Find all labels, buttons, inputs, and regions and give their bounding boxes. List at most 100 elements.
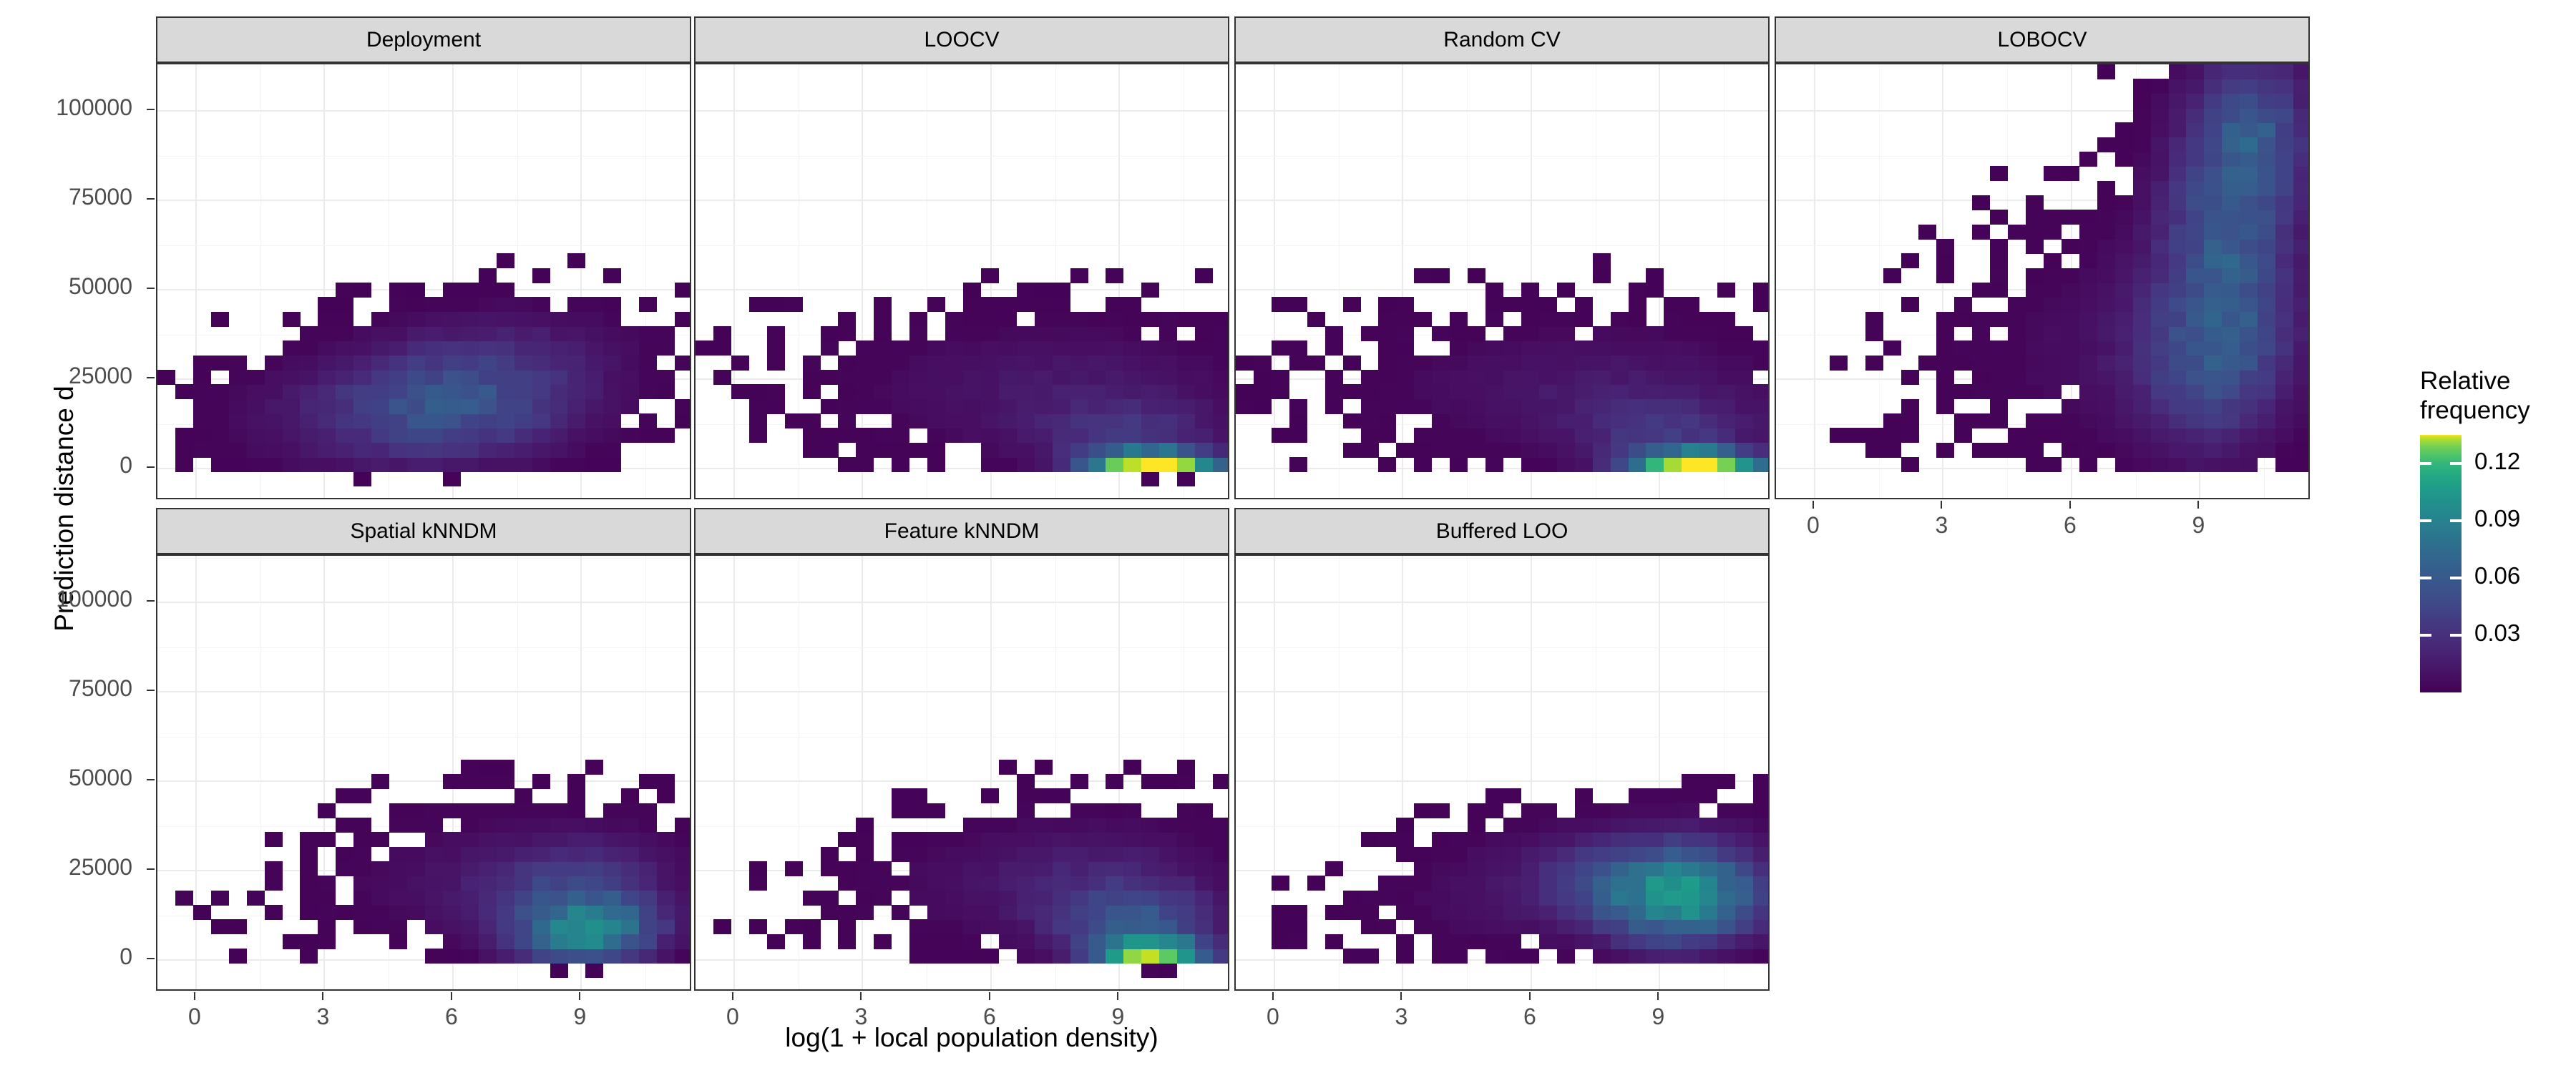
heatmap-tile: [1396, 949, 1415, 964]
heatmap-tile: [532, 818, 550, 833]
heatmap-tile: [838, 919, 857, 935]
heatmap-tile: [1123, 934, 1142, 949]
gridline-x-major: [323, 556, 326, 989]
heatmap-tile: [567, 919, 586, 935]
heatmap-tile: [2293, 326, 2308, 341]
heatmap-tile: [2204, 79, 2223, 94]
heatmap-tile: [1177, 370, 1196, 385]
heatmap-tile: [246, 398, 265, 414]
heatmap-tile: [784, 919, 803, 935]
heatmap-tile: [1521, 413, 1539, 428]
heatmap-tile: [550, 340, 568, 356]
heatmap-tile: [175, 384, 193, 400]
gridline-x-minor: [1338, 556, 1340, 989]
heatmap-tile: [1901, 428, 1919, 444]
legend-colorbar[interactable]: [2420, 435, 2462, 692]
x-tick-label: 3: [1395, 1004, 1408, 1029]
heatmap-tile: [2240, 268, 2258, 283]
heatmap-tile: [1159, 355, 1178, 371]
heatmap-tile: [264, 370, 283, 385]
heatmap-tile: [1016, 905, 1035, 920]
heatmap-tile: [1485, 803, 1504, 818]
heatmap-tile: [784, 413, 803, 428]
heatmap-tile: [2132, 340, 2151, 356]
heatmap-tile: [282, 442, 301, 458]
heatmap-tile: [496, 905, 514, 920]
heatmap-tile: [2097, 370, 2115, 385]
heatmap-tile: [389, 919, 408, 935]
heatmap-tile: [2150, 108, 2169, 123]
heatmap-tile: [2132, 457, 2151, 472]
heatmap-tile: [1503, 890, 1521, 906]
heatmap-tile: [2275, 311, 2294, 327]
heatmap-tile: [621, 919, 640, 935]
heatmap-tile: [300, 442, 318, 458]
heatmap-tile: [2258, 283, 2276, 298]
heatmap-tile: [1538, 846, 1557, 862]
heatmap-tile: [246, 413, 265, 428]
heatmap-tile: [1972, 195, 1991, 210]
heatmap-tile: [425, 413, 443, 428]
heatmap-tile: [2026, 210, 2044, 225]
heatmap-tile: [1556, 846, 1575, 862]
heatmap-tile: [1699, 861, 1718, 876]
heatmap-tile: [1521, 340, 1539, 356]
heatmap-tile: [532, 326, 550, 341]
heatmap-tile: [300, 905, 318, 920]
heatmap-tile: [1177, 934, 1196, 949]
heatmap-tile: [1432, 268, 1450, 283]
gridline-y-minor: [696, 647, 1228, 648]
heatmap-tile: [1664, 905, 1682, 920]
heatmap-tile: [1538, 297, 1557, 313]
heatmap-tile: [2061, 239, 2079, 254]
heatmap-tile: [496, 876, 514, 891]
heatmap-tile: [585, 340, 604, 356]
heatmap-tile: [1717, 846, 1736, 862]
heatmap-tile: [1503, 442, 1521, 458]
heatmap-tile: [1360, 905, 1379, 920]
heatmap-tile: [371, 370, 390, 385]
heatmap-tile: [1016, 457, 1035, 472]
heatmap-tile: [1016, 413, 1035, 428]
heatmap-tile: [802, 384, 821, 400]
heatmap-tile: [998, 355, 1017, 371]
heatmap-tile: [336, 340, 354, 356]
heatmap-tile: [1556, 413, 1575, 428]
heatmap-tile: [389, 803, 408, 818]
heatmap-tile: [2258, 398, 2276, 414]
heatmap-tile: [1360, 832, 1379, 848]
heatmap-tile: [1289, 934, 1307, 949]
heatmap-tile: [1450, 890, 1468, 906]
heatmap-tile: [1159, 442, 1178, 458]
heatmap-tile: [2008, 355, 2026, 371]
heatmap-tile: [856, 355, 874, 371]
heatmap-tile: [460, 311, 479, 327]
heatmap-tile: [1682, 788, 1700, 804]
heatmap-tile: [1664, 398, 1682, 414]
heatmap-tile: [1052, 384, 1070, 400]
heatmap-tile: [1378, 890, 1397, 906]
heatmap-tile: [1271, 384, 1289, 400]
heatmap-tile: [1450, 949, 1468, 964]
heatmap-tile: [1503, 384, 1521, 400]
heatmap-tile: [2240, 311, 2258, 327]
heatmap-tile: [2293, 108, 2308, 123]
heatmap-tile: [1414, 846, 1433, 862]
heatmap-tile: [371, 890, 390, 906]
heatmap-tile: [1485, 788, 1504, 804]
heatmap-tile: [1936, 398, 1955, 414]
heatmap-tile: [318, 919, 336, 935]
heatmap-tile: [532, 890, 550, 906]
heatmap-tile: [892, 457, 910, 472]
heatmap-tile: [1664, 384, 1682, 400]
heatmap-tile: [2258, 195, 2276, 210]
x-tick-label: 6: [444, 1004, 458, 1029]
heatmap-tile: [838, 311, 857, 327]
heatmap-tile: [1016, 428, 1035, 444]
heatmap-tile: [2061, 370, 2079, 385]
heatmap-tile: [496, 311, 514, 327]
heatmap-tile: [927, 934, 946, 949]
heatmap-tile: [945, 398, 964, 414]
heatmap-tile: [585, 326, 604, 341]
heatmap-tile: [1450, 428, 1468, 444]
